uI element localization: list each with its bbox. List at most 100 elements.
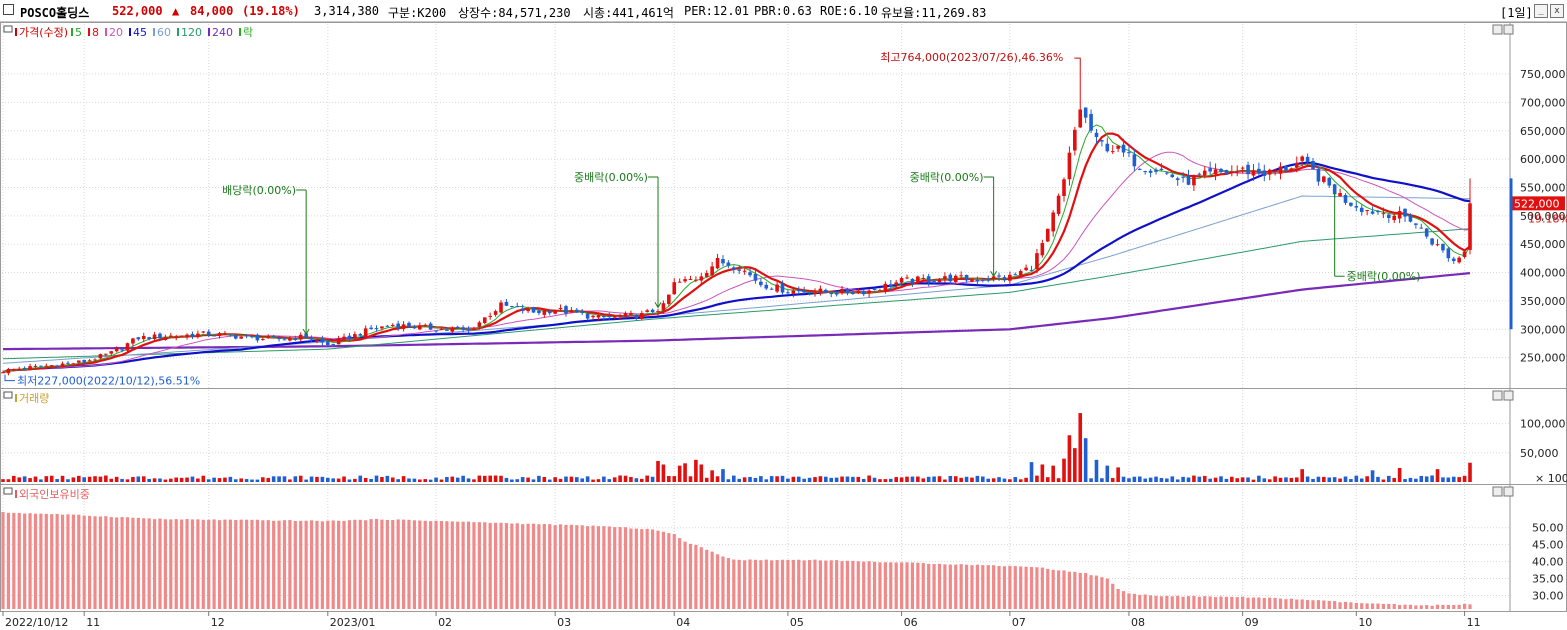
volume-bar [298, 475, 303, 482]
checkbox-icon[interactable] [3, 4, 14, 15]
volume-bar [1224, 478, 1229, 482]
price-candle [93, 359, 97, 361]
market-cap-info: 시총:441,461억 [583, 6, 674, 20]
volume-bar [206, 479, 211, 482]
foreign-ratio-bar [250, 519, 254, 609]
minimize-icon[interactable]: _ [1534, 4, 1548, 18]
foreign-ratio-bar [391, 520, 395, 609]
price-candle [818, 288, 823, 292]
volume-bar [607, 479, 612, 482]
close-icon[interactable]: x [1550, 4, 1564, 18]
pane-menu-icon[interactable] [3, 487, 13, 495]
price-candle [824, 289, 828, 293]
foreign-ratio-bar [975, 564, 979, 609]
foreign-ratio-bar [136, 517, 140, 609]
price-candle [851, 292, 855, 294]
price-candle [1013, 274, 1018, 276]
foreign-ratio-bar [60, 514, 65, 609]
volume-bar [325, 477, 330, 482]
foreign-ratio-bar [1333, 601, 1337, 609]
pane-minimize-icon[interactable] [1492, 24, 1503, 35]
foreign-ratio-bar [916, 562, 920, 609]
foreign-ratio-bar [1419, 605, 1423, 609]
volume-bar [845, 476, 850, 482]
foreign-ratio-bar [921, 563, 925, 609]
volume-bar [596, 479, 601, 482]
volume-bar [997, 477, 1001, 482]
price-candle [104, 353, 108, 355]
foreign-ratio-bar [970, 565, 974, 609]
foreign-ratio-bar [569, 524, 573, 609]
volume-bar [1392, 477, 1397, 482]
price-candle [136, 337, 141, 340]
volume-bar [1322, 476, 1326, 482]
price-candle [33, 365, 38, 367]
pane-maximize-icon[interactable] [1503, 390, 1514, 401]
volume-bar [883, 479, 888, 482]
foreign-ratio-bar [223, 519, 227, 609]
volume-bar [239, 478, 243, 482]
price-candle [336, 338, 341, 345]
foreign-ratio-bar [910, 562, 915, 609]
legend-swatch [177, 28, 179, 36]
foreign-ratio-bar [483, 522, 487, 609]
volume-bar [970, 477, 974, 482]
stock-name[interactable]: POSCO홀딩스 [20, 6, 90, 20]
price-candle [802, 290, 806, 293]
foreign-ratio-bar [753, 559, 758, 609]
price-candle [1078, 109, 1083, 128]
price-candle [1294, 162, 1299, 168]
period-selector[interactable]: [1일] [1500, 6, 1533, 20]
foreign-ratio-bar [71, 514, 75, 609]
price-candle [1284, 166, 1288, 171]
price-candle [412, 326, 417, 329]
price-candle [44, 365, 49, 367]
price-candle [1154, 169, 1158, 172]
pane-menu-icon[interactable] [3, 391, 13, 399]
current-price: 522,000 [112, 4, 163, 18]
foreign-ratio-bar [748, 559, 752, 609]
pane-minimize-icon[interactable] [1492, 486, 1503, 497]
price-candle [114, 348, 119, 352]
foreign-ratio-bar [943, 564, 947, 609]
foreign-ratio-bar [147, 518, 151, 609]
foreign-ratio-bar [326, 520, 330, 609]
foreign-ratio-bar [152, 519, 157, 609]
foreign-ratio-bar [1192, 595, 1196, 609]
price-candle [856, 291, 861, 294]
price-candle [1100, 140, 1104, 142]
volume-bar [1359, 478, 1364, 482]
pane-maximize-icon[interactable] [1503, 486, 1514, 497]
pane-minimize-icon[interactable] [1492, 390, 1503, 401]
volume-unit-label: × 100 [1535, 472, 1567, 485]
foreign-ratio-bar [710, 551, 714, 609]
pane-maximize-icon[interactable] [1503, 24, 1514, 35]
foreign-ratio-bar [510, 523, 514, 609]
price-candle [629, 313, 633, 315]
volume-bar [1278, 477, 1283, 482]
volume-bar [921, 478, 926, 482]
volume-bar [1219, 476, 1223, 482]
foreign-ratio-bar [1040, 567, 1044, 609]
volume-bar [813, 477, 817, 482]
foreign-ratio-bar [1186, 596, 1191, 609]
price-candle [834, 292, 839, 295]
foreign-ratio-bar [1197, 596, 1201, 609]
x-tick-label: 03 [557, 616, 571, 629]
foreign-ratio-bar [77, 514, 81, 609]
price-candle [715, 257, 720, 269]
volume-bar [1300, 469, 1304, 482]
foreign-ratio-bar [1024, 566, 1028, 609]
x-tick-label: 2022/10/12 [5, 616, 68, 629]
volume-bar [190, 476, 195, 482]
volume-bar [937, 476, 942, 482]
foreign-ratio-bar [201, 519, 205, 609]
foreign-ratio-bar [1143, 594, 1147, 609]
pane-menu-icon[interactable] [3, 25, 13, 33]
high-marker-label: 최고764,000(2023/07/26),46.36% [880, 51, 1063, 64]
foreign-ratio-bar [515, 523, 519, 609]
foreign-ratio-bar [818, 560, 823, 609]
volume-bar [1365, 476, 1369, 482]
price-tick-label: 700,000 [1520, 96, 1566, 109]
volume-bar [710, 470, 714, 482]
